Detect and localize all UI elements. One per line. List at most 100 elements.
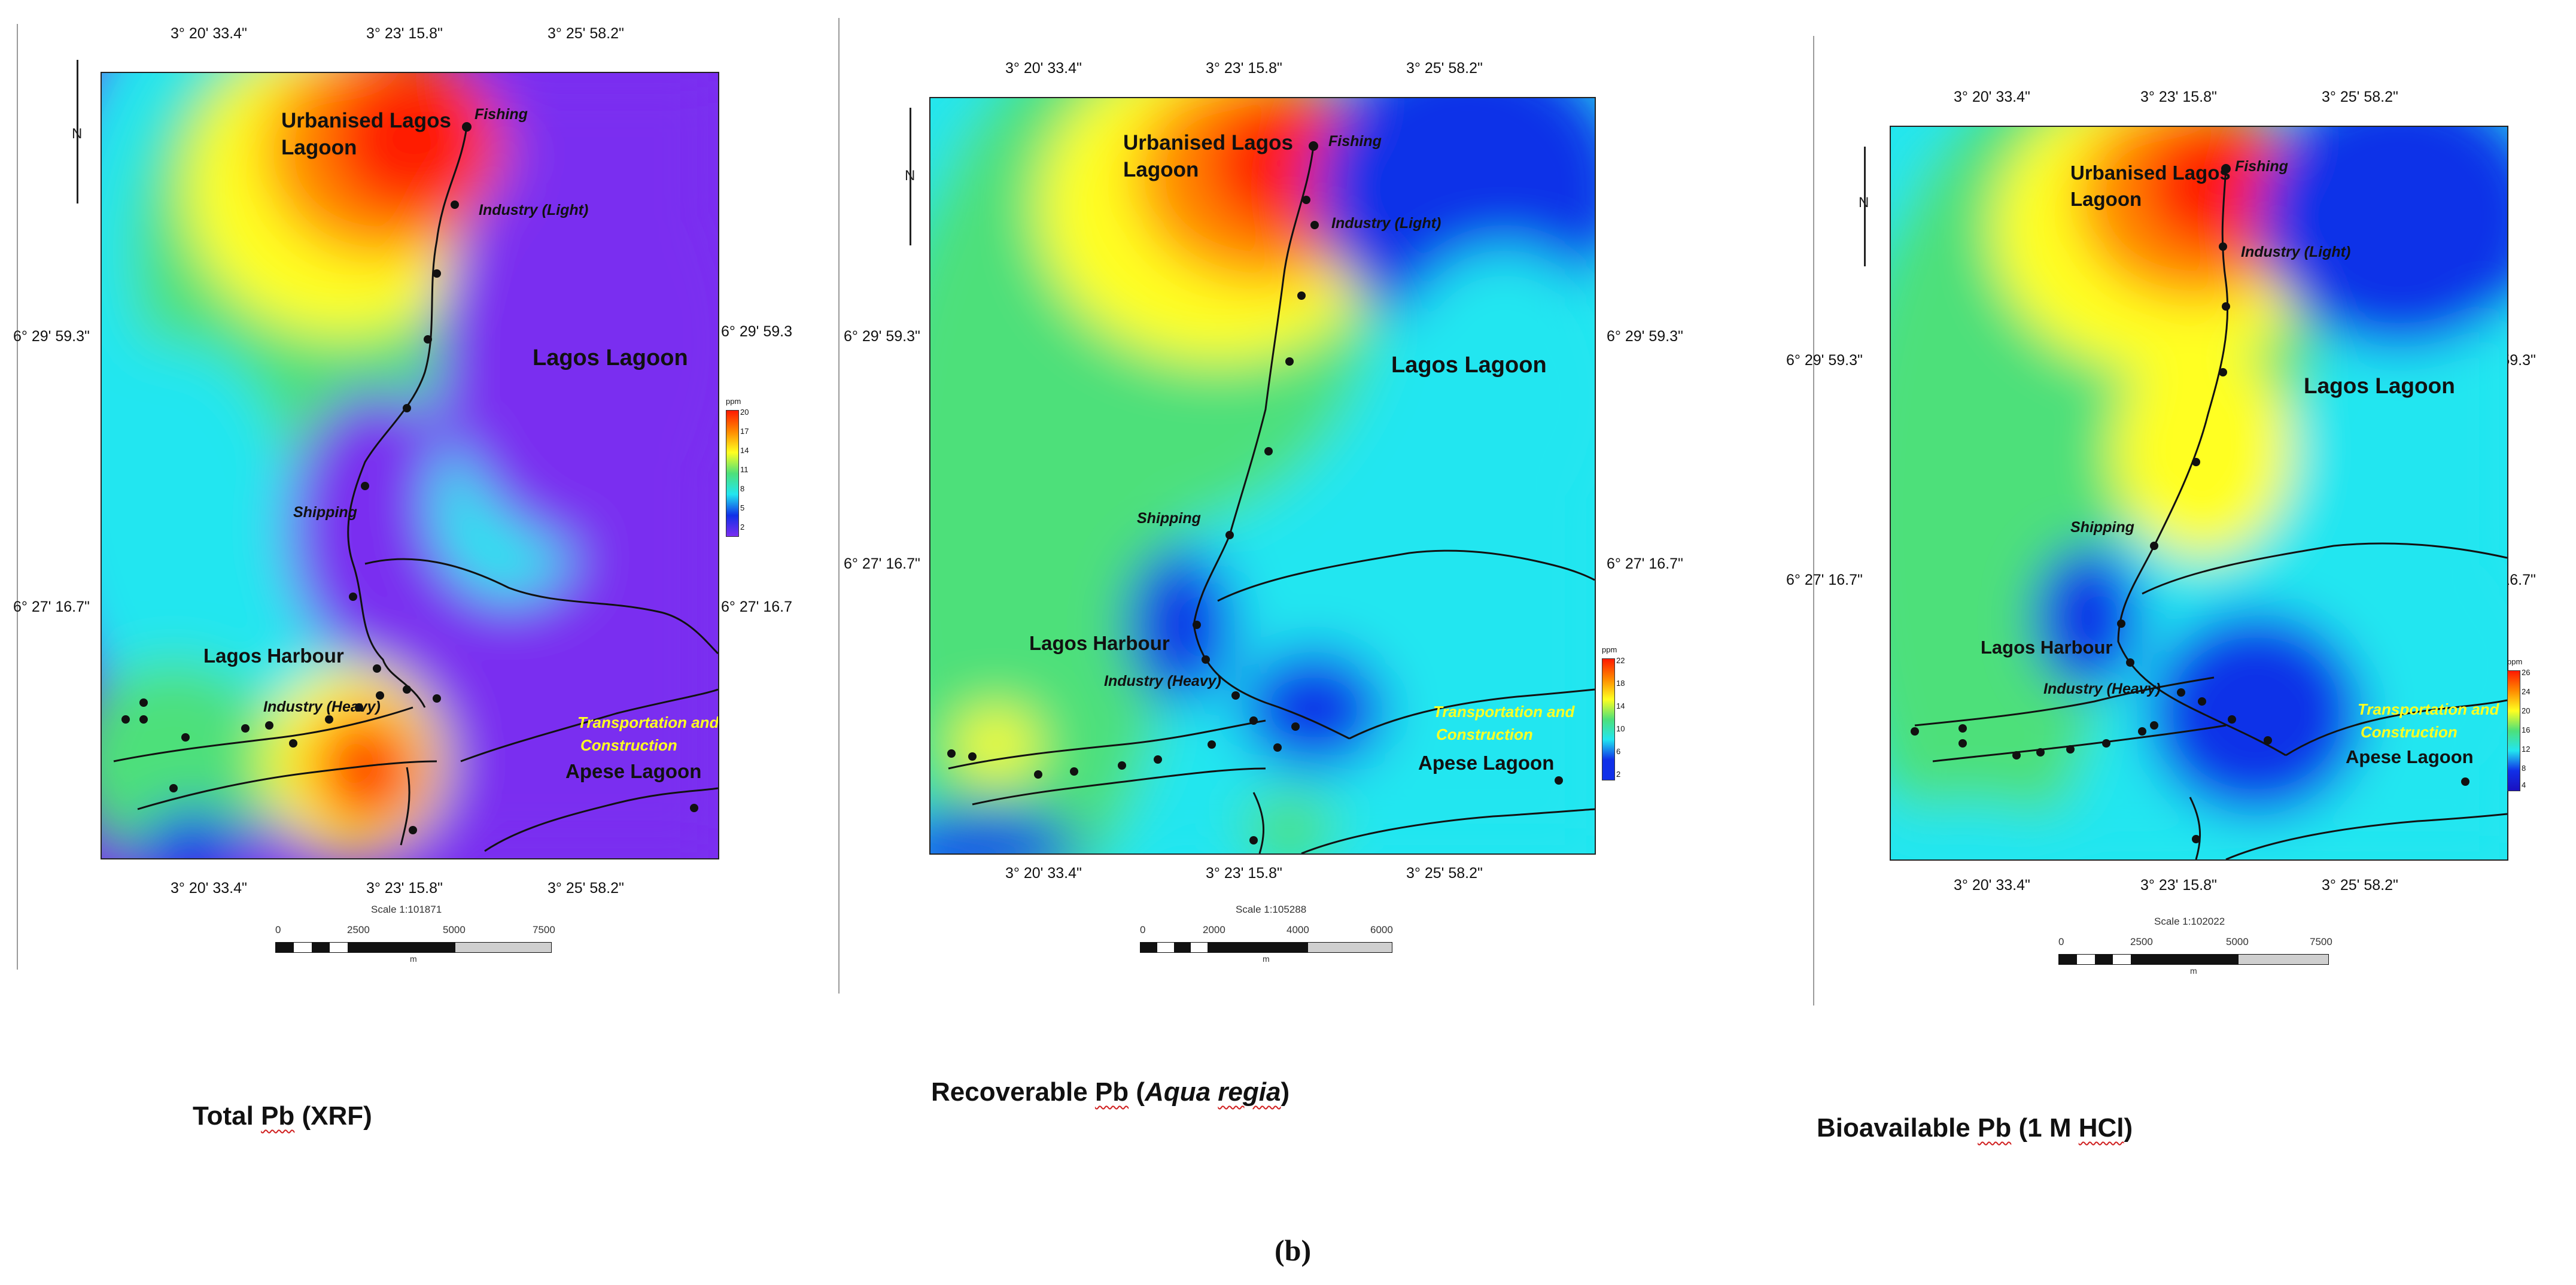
left-coord: 6° 29' 59.3" [13,328,90,345]
right-coord: 6° 29' 59.3 [721,323,793,340]
caption-text: Total [193,1101,261,1131]
legend-colorbar [2507,670,2520,791]
north-label: N [1859,195,1869,211]
right-coord: 6° 29' 59.3" [1607,328,1683,345]
right-coord: 6° 27' 16.7 [721,599,793,615]
legend-tick: 17 [740,427,749,436]
legend-unit: ppm [726,397,741,406]
panel-recoverable-pb: N 3° 20' 33.4" 3° 23' 15.8" 3° 25' 58.2"… [838,0,1687,1107]
scale-unit: m [1263,954,1270,964]
top-coord: 3° 20' 33.4" [1954,89,2030,105]
lagos-harbour-label: Lagos Harbour [203,645,344,667]
legend-tick: 4 [2522,780,2526,789]
industry-light-label: Industry (Light) [479,202,589,218]
scale-tick: 0 [2058,936,2064,947]
scale-tick: 4000 [1287,924,1309,935]
scale-title: Scale 1:101871 [371,904,442,915]
top-coord: 3° 23' 15.8" [366,25,443,42]
contour-map: Urbanised Lagos Lagoon Fishing Industry … [929,97,1596,855]
transport-label: Transportation and [577,713,719,731]
ppm-legend: ppm 22 18 14 10 6 2 [1602,645,1629,780]
industry-heavy-label: Industry (Heavy) [2043,681,2161,697]
urbanised-label-2: Lagoon [281,136,357,159]
ppm-legend: ppm 26 24 20 16 12 8 4 [2507,657,2535,791]
apese-lagoon-label: Apese Lagoon [565,760,702,782]
panel-bioavailable-pb: N 3° 20' 33.4" 3° 23' 15.8" 3° 25' 58.2"… [1723,0,2573,1143]
bottom-coord: 3° 20' 33.4" [1005,865,1082,882]
frame-line [838,18,840,994]
lagos-harbour-label: Lagos Harbour [1029,632,1170,654]
industry-light-label: Industry (Light) [1331,215,1441,232]
scale-unit: m [2190,966,2197,976]
caption-text [1211,1077,1218,1107]
legend-tick: 20 [740,408,749,417]
apese-lagoon-label: Apese Lagoon [2346,746,2474,767]
left-coord: 6° 29' 59.3" [1786,352,1863,369]
bottom-coord: 3° 25' 58.2" [1406,865,1483,882]
north-arrow [910,108,911,245]
top-coord: 3° 25' 58.2" [548,25,624,42]
legend-tick: 20 [2522,706,2531,715]
contour-map: Urbanised Lagos Lagoon Fishing Industry … [1890,126,2508,861]
bottom-coord: 3° 23' 15.8" [1206,865,1282,882]
bottom-coord: 3° 23' 15.8" [366,880,443,897]
top-coord: 3° 25' 58.2" [1406,60,1483,77]
scale-tick: 2500 [347,924,370,935]
apese-lagoon-label: Apese Lagoon [1418,752,1555,774]
scale-graphic [1140,942,1392,953]
scale-tick: 7500 [533,924,555,935]
lagos-lagoon-label: Lagos Lagoon [2304,373,2455,398]
scale-bar: Scale 1:101871 0 2500 5000 7500 m [275,904,562,970]
scale-tick: 5000 [443,924,466,935]
legend-tick: 11 [740,465,749,474]
legend-tick: 16 [2522,725,2531,734]
caption-text: Recoverable [931,1077,1095,1107]
legend-tick: 6 [1616,747,1621,756]
legend-tick: 2 [740,522,745,531]
legend-tick: 14 [740,446,749,455]
scale-unit: m [410,954,417,964]
fishing-label: Fishing [475,106,528,123]
urbanised-label: Urbanised Lagos [2070,162,2231,184]
right-coord: 6° 27' 16.7" [1607,555,1683,572]
scale-bar: Scale 1:105288 0 2000 4000 6000 m [1140,904,1415,970]
lagos-lagoon-label: Lagos Lagoon [1391,353,1547,378]
urbanised-label: Urbanised Lagos [281,109,451,132]
top-coord: 3° 23' 15.8" [2140,89,2217,105]
scale-tick: 2000 [1203,924,1225,935]
bottom-coord: 3° 20' 33.4" [171,880,247,897]
legend-unit: ppm [2507,657,2523,666]
legend-unit: ppm [1602,645,1617,654]
bottom-coord: 3° 20' 33.4" [1954,877,2030,894]
north-arrow [1864,147,1866,266]
shipping-label: Shipping [293,504,357,521]
caption-text: ) [2124,1113,2133,1143]
caption-text: Pb [1094,1077,1129,1107]
transport-label: Transportation and [1433,703,1575,721]
lagos-lagoon-label: Lagos Lagoon [533,345,688,370]
legend-tick: 8 [2522,764,2526,773]
caption-recoverable-pb: Recoverable Pb (Aqua regia) [931,1077,1289,1107]
urbanised-label: Urbanised Lagos [1123,131,1293,154]
legend-tick: 14 [1616,701,1625,710]
caption-text: HCl [2078,1113,2124,1143]
left-coord: 6° 27' 16.7" [13,599,90,615]
top-coord: 3° 20' 33.4" [1005,60,1082,77]
caption-text: ) [1281,1077,1290,1107]
legend-tick: 24 [2522,687,2531,696]
transport-label: Transportation and [2358,700,2499,718]
left-coord: 6° 27' 16.7" [1786,572,1863,588]
contour-map: Urbanised Lagos Lagoon Fishing Industry … [101,72,719,859]
scale-tick: 0 [1140,924,1146,935]
legend-tick: 22 [1616,656,1625,665]
caption-text: Pb [261,1101,295,1131]
caption-text: Pb [1978,1113,2012,1143]
scale-tick: 5000 [2226,936,2249,947]
bottom-coord: 3° 23' 15.8" [2140,877,2217,894]
north-label: N [72,126,83,142]
left-coord: 6° 29' 59.3" [844,328,920,345]
caption-text: (1 M [2011,1113,2079,1143]
urbanised-label-2: Lagoon [1123,158,1199,181]
lagos-harbour-label: Lagos Harbour [1981,637,2113,658]
caption-text: ( [1129,1077,1145,1107]
